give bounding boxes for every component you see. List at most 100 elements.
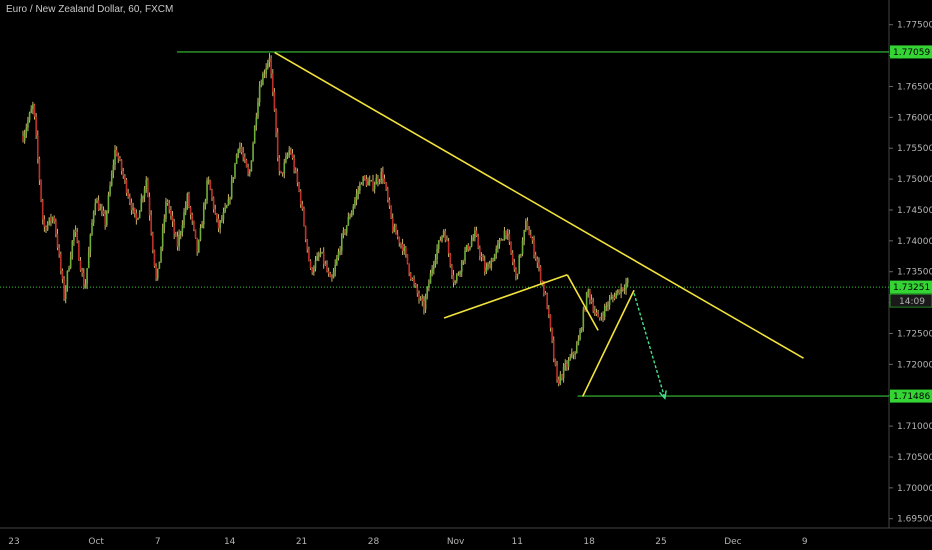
price-tick-label: 1.71000 [897,422,932,432]
projection-arrow-shaft [633,293,666,399]
candle-body [383,178,386,183]
candle-body [344,230,346,233]
candle-body [327,271,330,274]
level-price-tag: 1.77059 [893,48,930,58]
candle-body [405,247,407,255]
candle-body [68,267,70,271]
candle-body [119,158,121,161]
candle-body [281,172,284,174]
candle-body [145,179,148,189]
candle-body [324,263,327,265]
candle-body [63,279,65,299]
current-price-tag-bg [890,280,932,294]
candle-body [339,250,341,252]
candle-body [140,198,143,211]
candle-body [244,157,246,160]
candle-body [114,149,116,165]
candle-body [36,135,39,159]
candle-body [539,266,542,282]
candle-body [87,251,90,269]
candle-body [56,233,59,248]
candle-body [460,260,463,272]
time-tick-label: Nov [447,537,465,547]
candle-body [502,239,504,241]
candle-body [296,171,299,183]
candle-body [400,243,402,245]
candle-body [168,203,171,210]
candle-body [597,314,599,318]
candle-body [470,240,473,247]
candles-group [22,53,629,387]
time-tick-label: 18 [583,537,595,547]
candle-body [416,286,419,294]
candle-body [76,232,79,242]
price-tick-label: 1.74500 [897,206,932,216]
candle-body [378,180,381,183]
candle-body [492,260,494,262]
candle-body [25,127,28,134]
candle-body [556,365,558,380]
candle-body [562,366,565,379]
candle-body [386,189,389,200]
candle-body [59,254,62,271]
level-price-tag: 1.71486 [893,392,930,402]
candle-body [291,153,294,159]
candle-body [600,316,603,318]
trendline-flag-right [581,289,635,397]
countdown-label: 14:09 [899,297,925,307]
candle-body [439,240,442,242]
candle-body [497,243,499,249]
candle-body [204,200,207,206]
candle-body [602,316,604,318]
candle-body [594,310,596,313]
candle-body [270,58,272,74]
candle-body [94,203,97,212]
price-tick-label: 1.70000 [897,484,932,494]
candle-body [311,268,314,273]
candle-body [267,62,269,68]
candle-body [370,180,373,182]
candle-body [165,201,167,219]
candle-body [543,283,545,294]
candle-body [564,363,567,367]
candle-body [202,205,205,225]
candle-body [350,211,353,217]
candle-body [398,236,401,244]
candle-body [357,190,360,194]
time-tick-label: Dec [724,537,741,547]
candle-body [608,299,611,306]
candle-body [533,240,535,256]
candle-body [50,217,52,222]
candle-body [268,58,271,63]
time-tick-label: 28 [368,537,380,547]
time-tick-label: 25 [655,537,666,547]
candle-body [513,262,516,270]
candle-body [96,200,98,204]
candle-body [419,298,422,300]
candle-body [234,163,236,178]
candle-body [81,270,83,274]
candle-body [294,170,297,172]
candle-body [313,268,315,273]
candle-body [82,273,85,288]
candle-body [584,309,586,311]
candle-body [529,234,532,238]
time-tick-label: 14 [224,537,236,547]
candle-body [175,233,177,237]
candle-body [46,223,49,230]
time-tick-label: 9 [802,537,808,547]
candle-body [184,206,187,213]
candle-body [155,266,157,279]
candle-body [78,241,80,261]
candle-body [201,224,203,229]
candle-body [265,67,267,74]
candle-body [199,228,202,241]
trendline-descending-resistance [274,51,804,359]
candle-body [127,192,129,198]
candle-body [183,212,185,226]
candle-body [188,193,190,208]
candle-body [179,232,182,235]
candle-body [171,215,174,222]
candle-body [288,150,290,156]
